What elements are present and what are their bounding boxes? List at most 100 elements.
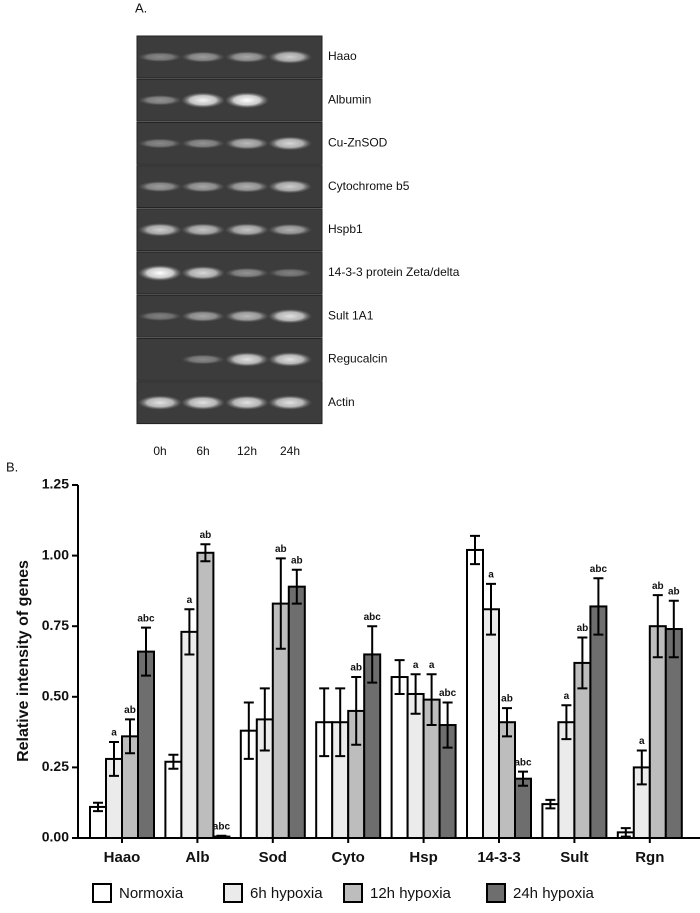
gel-band xyxy=(225,92,269,109)
gel-band xyxy=(268,308,312,324)
error-bar xyxy=(319,687,330,758)
bar xyxy=(406,692,425,840)
error-bar xyxy=(125,718,135,755)
error-bar xyxy=(668,599,679,659)
gel-band xyxy=(138,311,182,321)
x-tick-label: Haao xyxy=(104,849,141,866)
x-tick-label: Sult xyxy=(560,849,588,866)
x-tick-label: Cyto xyxy=(332,849,365,866)
gel-band xyxy=(138,265,182,281)
significance-label: a xyxy=(488,569,494,580)
gel-band xyxy=(268,50,312,64)
significance-label: a xyxy=(111,728,117,739)
gel-band xyxy=(268,395,312,410)
significance-label: ab xyxy=(275,544,287,555)
gel-band xyxy=(181,223,225,237)
gene-label: Cu-ZnSOD xyxy=(328,136,388,150)
significance-label: abc xyxy=(213,821,231,832)
legend-swatch xyxy=(92,883,112,903)
bar xyxy=(514,777,532,839)
error-bar xyxy=(93,801,103,813)
significance-label: a xyxy=(564,691,570,702)
bar xyxy=(164,760,183,840)
significance-label: ab xyxy=(577,623,589,634)
legend-label: 12h hypoxia xyxy=(370,885,452,902)
significance-label: a xyxy=(187,595,193,606)
error-bar xyxy=(442,701,453,749)
significance-label: ab xyxy=(291,555,303,566)
bar xyxy=(466,548,484,840)
y-tick-label: 0.50 xyxy=(42,688,69,704)
error-bar xyxy=(141,626,151,677)
error-bar xyxy=(652,594,663,659)
error-bar xyxy=(335,687,346,758)
error-bar xyxy=(367,625,378,684)
significance-label: abc xyxy=(439,688,457,699)
bar xyxy=(498,721,516,839)
gel-band xyxy=(138,94,182,106)
error-bar xyxy=(470,534,480,566)
gene-label: Regucalcin xyxy=(328,352,387,366)
error-bar xyxy=(410,673,421,715)
x-tick-label: Alb xyxy=(185,849,209,866)
error-bar xyxy=(168,753,179,770)
error-bar xyxy=(486,582,496,636)
gene-label: 14-3-3 protein Zeta/delta xyxy=(328,265,460,279)
gel-band xyxy=(225,137,269,150)
significance-label: ab xyxy=(501,694,513,705)
error-bar xyxy=(275,557,286,650)
bar xyxy=(137,650,155,840)
significance-label: abc xyxy=(137,613,155,624)
gene-label: Actin xyxy=(328,395,355,409)
y-axis-label: Relative intensity of genes xyxy=(15,560,32,762)
significance-label: ab xyxy=(200,530,212,541)
gel-band xyxy=(138,138,182,149)
bar xyxy=(287,585,306,839)
gene-label: Hspb1 xyxy=(328,222,363,236)
significance-label: ab xyxy=(350,663,362,674)
gel-band xyxy=(181,395,225,410)
significance-label: ab xyxy=(668,586,680,597)
gel-band xyxy=(181,180,225,193)
error-bar xyxy=(593,577,604,636)
x-tick-label: Rgn xyxy=(635,849,664,866)
error-bar xyxy=(243,701,254,760)
error-bar xyxy=(109,740,119,777)
legend-label: 24h hypoxia xyxy=(513,885,595,902)
error-bar xyxy=(426,673,437,727)
significance-label: abc xyxy=(590,564,608,575)
gel-band xyxy=(268,136,312,151)
gel-band xyxy=(181,92,225,108)
gel-band xyxy=(268,352,312,367)
y-tick-label: 1.25 xyxy=(42,476,69,492)
legend-swatch xyxy=(343,883,363,903)
error-bar xyxy=(394,659,405,695)
gene-label: Haao xyxy=(328,49,357,63)
legend-label: 6h hypoxia xyxy=(250,885,323,902)
significance-label: ab xyxy=(652,581,664,592)
y-tick-label: 0.25 xyxy=(42,758,69,774)
gel-band xyxy=(181,310,225,322)
error-bar xyxy=(561,704,572,741)
error-bar xyxy=(577,636,588,690)
x-tick-label: 14-3-3 xyxy=(477,849,520,866)
error-bar xyxy=(620,827,631,838)
significance-label: abc xyxy=(364,612,382,623)
legend-swatch xyxy=(223,883,243,903)
bar xyxy=(664,628,683,839)
gel-band xyxy=(138,223,182,237)
gel-band xyxy=(268,179,312,194)
y-tick-label: 1.00 xyxy=(42,546,69,562)
error-bar xyxy=(291,568,302,605)
gel-band xyxy=(225,395,269,410)
bar xyxy=(180,630,199,840)
error-bar xyxy=(502,707,512,738)
bar xyxy=(196,551,215,839)
legend-swatch xyxy=(486,883,506,903)
bar xyxy=(589,605,608,839)
gel-band xyxy=(268,223,312,236)
error-bar xyxy=(545,798,556,810)
gel-band xyxy=(225,223,269,237)
gene-label: Cytochrome b5 xyxy=(328,179,410,193)
